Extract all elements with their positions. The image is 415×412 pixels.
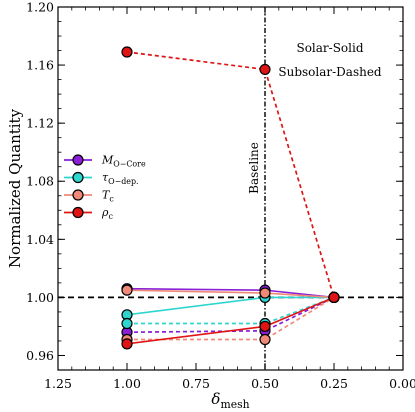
data-point-s7-1 bbox=[121, 338, 133, 350]
data-point-s5-1 bbox=[121, 284, 133, 296]
data-point-s8-1 bbox=[121, 46, 133, 58]
plot-frame bbox=[57, 6, 404, 371]
series-line-8 bbox=[126, 51, 335, 298]
series-line-7 bbox=[126, 296, 335, 345]
y-tick-label: 1.16 bbox=[26, 58, 54, 73]
data-point-s5-2 bbox=[259, 287, 271, 299]
legend-marker-1 bbox=[72, 154, 84, 166]
y-axis-label: Normalized Quantity bbox=[6, 108, 24, 268]
legend-label-3: Tc bbox=[102, 189, 114, 204]
x-tick-label: 1.25 bbox=[44, 376, 72, 391]
points-layer bbox=[121, 46, 340, 350]
baseline-label: Baseline bbox=[247, 142, 261, 194]
legend-marker-2 bbox=[72, 171, 84, 184]
series-line-4 bbox=[127, 296, 335, 325]
annotation-solar-solid: Solar-Solid bbox=[296, 41, 363, 55]
data-point-s4-1 bbox=[121, 317, 133, 330]
x-tick-label: 0.00 bbox=[389, 376, 415, 391]
x-tick-label: 1.00 bbox=[113, 376, 141, 391]
series-line-6 bbox=[127, 296, 335, 341]
series-line-3 bbox=[126, 296, 334, 316]
y-tick-label: 1.04 bbox=[26, 232, 54, 247]
legend-marker-3 bbox=[72, 189, 84, 201]
legend-label-1: MO−Core bbox=[101, 154, 146, 169]
y-tick-label: 1.08 bbox=[26, 174, 54, 189]
legend-marker-4 bbox=[72, 206, 84, 219]
y-tick-label: 1.12 bbox=[26, 116, 54, 131]
y-tick-label: 1.20 bbox=[26, 0, 54, 15]
legend-label-4: ρc bbox=[101, 206, 113, 221]
series-line-2 bbox=[126, 296, 335, 334]
series-layer bbox=[126, 51, 335, 345]
data-point-s8-2 bbox=[259, 63, 271, 76]
annotation-subsolar-dashed: Subsolar-Dashed bbox=[278, 65, 382, 79]
ticks-layer: 1.25 1.00 0.75 0.50 0.25 0.00 0.96 1.00 1.04 1.08… bbox=[26, 0, 415, 391]
x-tick-label: 0.25 bbox=[320, 376, 348, 391]
x-tick-label: 0.75 bbox=[182, 376, 210, 391]
data-point-s6-2 bbox=[259, 333, 271, 346]
x-tick-label: 0.50 bbox=[251, 376, 279, 391]
reference-lines bbox=[58, 7, 403, 370]
x-axis-label: δmesh bbox=[211, 390, 249, 411]
data-point-s8-3 bbox=[328, 291, 340, 303]
data-point-s7-2 bbox=[259, 320, 271, 333]
legend-label-2: τO−dep. bbox=[102, 171, 139, 186]
y-tick-label: 1.00 bbox=[26, 290, 54, 305]
legend: MO−Core τO−dep. Tc ρc bbox=[64, 154, 146, 221]
y-tick-label: 0.96 bbox=[26, 348, 54, 363]
